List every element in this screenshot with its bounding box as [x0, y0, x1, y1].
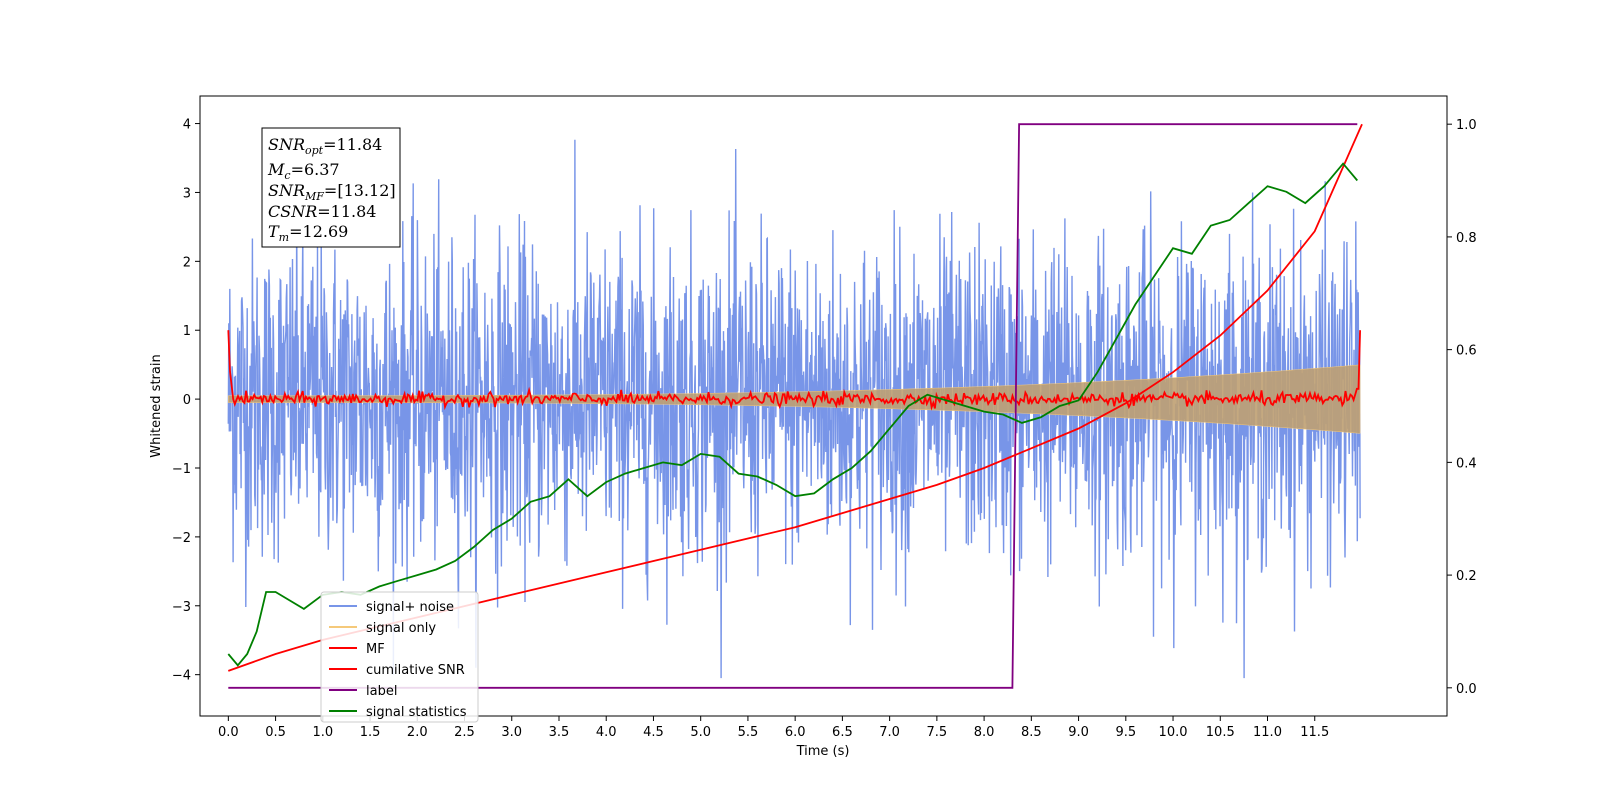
x-tick-label: 1.0	[312, 725, 333, 740]
y-left-tick-label: 1	[183, 324, 191, 339]
y-left-tick-label: 0	[183, 393, 191, 408]
annotation-csnr: CSNR=11.84	[268, 202, 376, 221]
x-tick-label: 3.0	[501, 725, 522, 740]
y-axis-label: Whitened strain	[149, 354, 164, 457]
x-tick-label: 2.5	[454, 725, 475, 740]
x-tick-label: 0.5	[265, 725, 286, 740]
x-tick-label: 6.0	[785, 725, 806, 740]
x-tick-label: 5.0	[690, 725, 711, 740]
annotation-tm: Tm=12.69	[268, 222, 348, 244]
x-tick-label: 7.5	[927, 725, 948, 740]
y-right-tick-label: 0.2	[1456, 569, 1477, 584]
legend-entry: signal statistics	[366, 705, 467, 720]
x-tick-label: 8.5	[1021, 725, 1042, 740]
legend-entry: signal only	[366, 621, 436, 636]
mf-line	[227, 330, 1361, 411]
annotation-mc: Mc=6.37	[267, 160, 340, 182]
y-left-tick-label: 3	[183, 186, 191, 201]
y-right-tick-label: 1.0	[1456, 118, 1477, 133]
stats-annotation-box: SNRopt=11.84 Mc=6.37 SNRMF=[13.12] CSNR=…	[261, 127, 401, 248]
legend-entry: label	[366, 684, 397, 699]
legend-entry: signal+ noise	[366, 600, 454, 615]
mf-series	[227, 330, 1361, 411]
x-tick-label: 2.0	[407, 725, 428, 740]
x-axis: 0.0 0.5 1.0 1.5 2.0 2.5 3.0 3.5 4.0 4.5 5.0 5.5 6.0 6…	[218, 716, 1329, 740]
y-left-tick-label: 4	[183, 118, 191, 133]
x-tick-label: 11.0	[1253, 725, 1282, 740]
y-left-tick-label: −3	[172, 600, 191, 615]
legend-entry: MF	[366, 642, 385, 657]
signal-noise-line	[227, 139, 1361, 679]
annotation-frame	[261, 127, 401, 248]
y-left-tick-label: −1	[172, 462, 191, 477]
y-axis-right: 1.0 0.8 0.6 0.4 0.2 0.0	[1447, 118, 1477, 697]
x-tick-label: 9.0	[1068, 725, 1089, 740]
legend-entry: cumilative SNR	[366, 663, 465, 678]
signal-noise-series	[227, 139, 1361, 679]
y-right-tick-label: 0.8	[1456, 231, 1477, 246]
x-tick-label: 8.0	[974, 725, 995, 740]
y-left-tick-label: −4	[172, 669, 191, 684]
y-left-tick-label: 2	[183, 255, 191, 270]
x-tick-label: 4.0	[596, 725, 617, 740]
y-left-tick-label: −2	[172, 531, 191, 546]
x-tick-label: 9.5	[1115, 725, 1136, 740]
x-tick-label: 3.5	[549, 725, 570, 740]
x-tick-label: 6.5	[832, 725, 853, 740]
y-right-tick-label: 0.6	[1456, 344, 1477, 359]
y-right-tick-label: 0.0	[1456, 682, 1477, 697]
legend-frame	[320, 591, 479, 723]
y-axis-left: 4 3 2 1 0 −1 −2 −3 −4	[172, 118, 200, 684]
series-signal-statistics	[227, 162, 1358, 667]
x-tick-label: 1.5	[360, 725, 381, 740]
x-tick-label: 10.0	[1159, 725, 1188, 740]
plot-frame	[199, 95, 1448, 717]
x-tick-label: 7.0	[879, 725, 900, 740]
y-right-tick-label: 0.4	[1456, 456, 1477, 471]
x-tick-label: 0.0	[218, 725, 239, 740]
annotation-snr-mf: SNRMF=[13.12]	[268, 181, 396, 203]
series-label	[228, 123, 1358, 689]
legend: signal+ noise signal only MF cumilative SNR…	[320, 591, 479, 723]
x-axis-label: Time (s)	[796, 744, 850, 759]
x-tick-label: 11.5	[1300, 725, 1329, 740]
annotation-snr-opt: SNRopt=11.84	[268, 135, 382, 157]
x-tick-label: 4.5	[643, 725, 664, 740]
x-tick-label: 10.5	[1206, 725, 1235, 740]
x-tick-label: 5.5	[738, 725, 759, 740]
